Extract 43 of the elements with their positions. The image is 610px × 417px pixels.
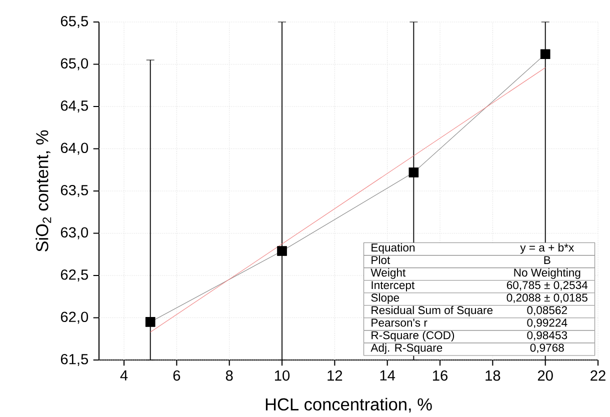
annotation: 0,08562	[527, 306, 567, 316]
x-axis-title: HCL concentration, %	[266, 398, 432, 413]
annotation: Weight	[370, 268, 406, 279]
annotation: Plot	[372, 256, 390, 264]
y-tick-label: 65,5	[60, 16, 88, 28]
x-tick-label: 14	[380, 370, 396, 380]
annotation: 0,2088 ± 0,0185	[506, 294, 588, 303]
x-tick-label: 6	[173, 370, 180, 381]
annotation: Slope	[371, 293, 400, 304]
y-tick-label: 62,5	[60, 269, 88, 282]
annotation: Equation	[372, 243, 415, 254]
point	[540, 49, 550, 60]
annotation: Intercept	[372, 281, 415, 292]
annotation: 60,785 ± 0,2534	[506, 281, 588, 290]
y-tick-label: 65,0	[60, 58, 88, 70]
annotation: Pearson's r	[372, 318, 428, 327]
annotation: R-Square (COD)	[372, 330, 454, 342]
x-tick-label: 12	[328, 370, 342, 381]
annotation: 0,9768	[530, 344, 564, 354]
annotation: Adj. R-Square	[370, 343, 442, 354]
point	[145, 317, 156, 327]
y-tick-label: 63,5	[60, 184, 88, 198]
x-tick-label: 10	[274, 370, 290, 381]
x-tick-label: 18	[486, 370, 500, 381]
y-axis-title: SiO$_{2}$ content, %	[36, 130, 52, 252]
x-tick-label: 22	[590, 370, 606, 381]
y-tick-label: 61,5	[60, 354, 88, 366]
y-tick-label: 64,0	[60, 142, 88, 155]
y-tick-label: 64,5	[60, 100, 88, 113]
x-tick-label: 4	[120, 370, 128, 380]
annotation: B	[544, 256, 550, 264]
annotation: y = a + b*x	[520, 243, 574, 254]
annotation: No Weighting	[514, 268, 580, 279]
x-tick-label: 8	[226, 370, 233, 381]
point	[408, 167, 419, 178]
annotation: 0,98453	[527, 331, 568, 341]
point	[277, 246, 287, 256]
annotation: Residual Sum of Square	[372, 306, 493, 316]
x-tick-label: 16	[432, 370, 448, 381]
y-tick-label: 62,0	[60, 312, 88, 324]
annotation: 0,99224	[527, 318, 568, 328]
y-tick-label: 63,0	[60, 227, 88, 240]
x-tick-label: 20	[538, 370, 553, 381]
